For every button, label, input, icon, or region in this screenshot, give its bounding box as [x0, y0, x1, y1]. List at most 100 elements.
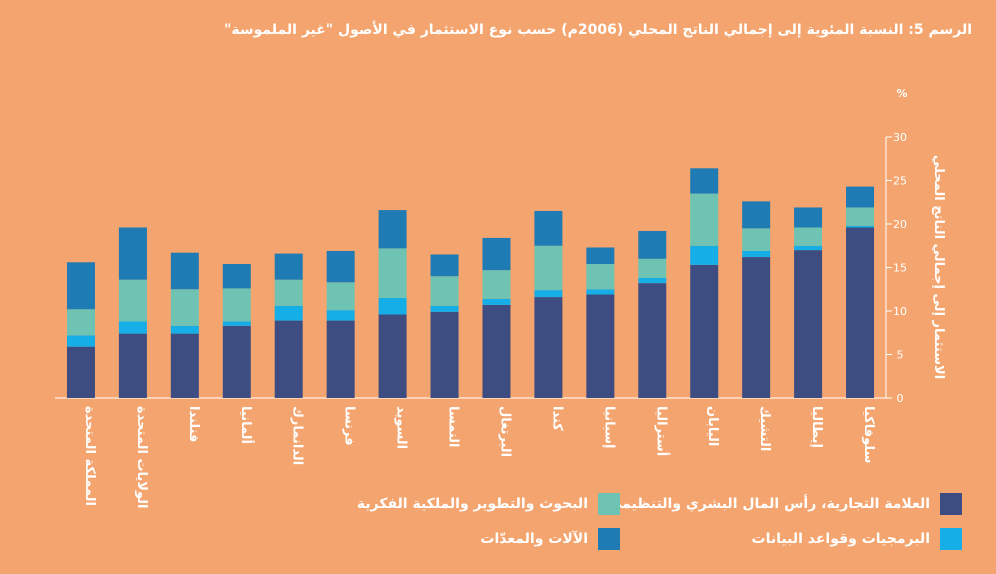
legend-item-machinery: الآلات والمعدّات [480, 528, 620, 550]
bar-segment-brand-capital [690, 264, 719, 398]
bar-segment-rnd [326, 282, 355, 311]
bar-segment-software [482, 298, 511, 305]
x-tick-label: فنلندا [186, 406, 201, 442]
bar-segment-machinery [690, 168, 719, 194]
x-tick-label: اليابان [705, 406, 720, 446]
bar-segment-brand-capital [170, 333, 199, 398]
bar-segment-brand-capital [482, 304, 511, 398]
bar-segment-machinery [274, 253, 303, 280]
y-tick-label: 20 [893, 218, 907, 231]
bar-segment-machinery [534, 210, 563, 246]
legend-item-brand-capital: العلامة التجارية، رأس المال البشري والتن… [608, 493, 962, 515]
bar-segment-software [794, 245, 823, 251]
bar-segment-brand-capital [742, 257, 771, 398]
x-tick-label: النمسا [446, 406, 461, 447]
legend-label-rnd: البحوث والتطوير والملكية الفكرية [356, 496, 588, 512]
legend-label-machinery: الآلات والمعدّات [480, 531, 588, 547]
bar-segment-software [586, 289, 615, 295]
bar-segment-brand-capital [378, 314, 407, 398]
bar-segment-brand-capital [846, 227, 875, 398]
bar-segment-brand-capital [326, 320, 355, 398]
y-axis-title: الاستثمار إلى إجمالي الناتج المحلي [931, 155, 946, 379]
bar-segment-brand-capital [534, 297, 563, 398]
bar-segment-machinery [742, 201, 771, 229]
bar-segment-machinery [326, 250, 355, 283]
bar-segment-rnd [534, 245, 563, 291]
bar-segment-software [222, 321, 251, 326]
x-tick-label: الولايات المتحدة [134, 406, 149, 508]
bar-segment-rnd [118, 279, 147, 322]
x-tick-label: كندا [549, 406, 564, 431]
bar-segment-rnd [742, 228, 771, 251]
legend-label-software: البرمجيات وقواعد البيانات [751, 531, 930, 547]
y-tick-label: 10 [893, 305, 907, 318]
bar-segment-rnd [846, 207, 875, 226]
x-tick-label: التشيك [757, 406, 772, 451]
bar-segment-software [534, 290, 563, 298]
x-tick-label: سلوفاكيا [861, 406, 876, 463]
bar-segment-software [118, 321, 147, 334]
legend-item-rnd: البحوث والتطوير والملكية الفكرية [357, 493, 620, 515]
y-tick-label: 0 [897, 392, 904, 405]
bar-segment-software [66, 335, 95, 347]
bar-segment-rnd [690, 193, 719, 246]
bar-segment-software [638, 277, 667, 284]
bar-segment-rnd [638, 258, 667, 278]
bar-segment-machinery [430, 254, 459, 277]
chart-title: الرسم 5: النسبة المئوية إلى إجمالي النات… [224, 22, 972, 38]
x-tick-label: السويد [394, 406, 409, 449]
bar-segment-rnd [430, 276, 459, 306]
bar-segment-machinery [586, 247, 615, 265]
bar-segment-software [846, 225, 875, 228]
bar-segment-brand-capital [638, 283, 667, 398]
x-tick-label: المملكة المتحدة [82, 406, 97, 506]
bar-segment-rnd [794, 227, 823, 246]
y-tick-label: 25 [893, 175, 907, 188]
bar-segment-software [430, 305, 459, 312]
legend-item-software: البرمجيات وقواعد البيانات [752, 528, 962, 550]
bar-segment-brand-capital [118, 333, 147, 398]
bar-segment-software [378, 297, 407, 315]
x-tick-label: إيطاليا [809, 406, 824, 448]
bar-segment-software [690, 245, 719, 265]
legend-label-brand-capital: العلامة التجارية، رأس المال البشري والتن… [607, 496, 930, 512]
bar-segment-brand-capital [586, 294, 615, 398]
bar-segment-brand-capital [794, 250, 823, 398]
x-tick-label: ألمانيا [238, 406, 255, 444]
x-tick-label: أستراليا [653, 406, 670, 456]
bar-segment-rnd [274, 279, 303, 306]
bar-segment-software [326, 310, 355, 321]
bar-segment-brand-capital [222, 325, 251, 398]
y-tick-label: 30 [893, 131, 907, 144]
bar-segment-brand-capital [430, 311, 459, 398]
bar-segment-machinery [222, 264, 251, 289]
legend-swatch-software [940, 528, 962, 550]
y-tick-label: 15 [893, 262, 907, 275]
bar-segment-rnd [482, 270, 511, 299]
x-tick-label: إسبانيا [601, 406, 616, 449]
bar-segment-machinery [66, 262, 95, 310]
y-tick-label: 5 [897, 349, 904, 362]
legend-swatch-rnd [598, 493, 620, 515]
bar-segment-machinery [170, 252, 199, 290]
legend-swatch-brand-capital [940, 493, 962, 515]
x-tick-label: الدانمارك [290, 406, 305, 465]
bar-segment-machinery [794, 207, 823, 228]
bar-segment-rnd [222, 288, 251, 322]
legend-swatch-machinery [598, 528, 620, 550]
bar-segment-software [742, 250, 771, 258]
bar-segment-machinery [482, 237, 511, 271]
bar-segment-rnd [170, 289, 199, 326]
bar-segment-software [274, 305, 303, 321]
bar-segment-brand-capital [274, 320, 303, 398]
y-unit-label: % [896, 87, 907, 100]
x-tick-label: البرتغال [497, 406, 512, 457]
bar-segment-brand-capital [66, 346, 95, 398]
bar-segment-machinery [378, 210, 407, 249]
bar-segment-rnd [66, 309, 95, 336]
bar-segment-rnd [378, 248, 407, 298]
bar-segment-machinery [118, 227, 147, 280]
bar-segment-machinery [846, 186, 875, 208]
bar-segment-software [170, 325, 199, 334]
